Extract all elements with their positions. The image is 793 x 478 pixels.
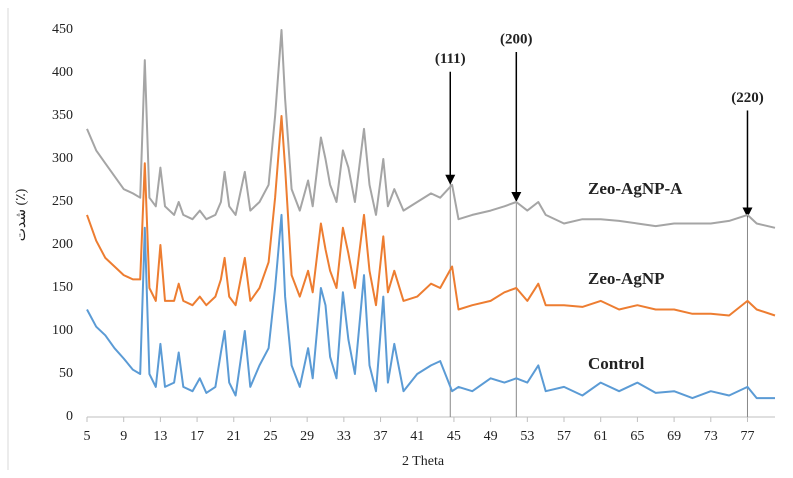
x-tick-label: 53	[520, 429, 534, 444]
annotation-label: (200)	[500, 31, 533, 47]
y-tick-label: 350	[52, 108, 73, 123]
x-tick-label: 9	[120, 429, 127, 444]
x-tick-label: 21	[227, 429, 241, 444]
x-tick-label: 65	[630, 429, 644, 444]
series-line	[86, 115, 776, 317]
series-line	[86, 29, 776, 229]
x-tick-label: 77	[740, 429, 754, 444]
y-tick-label: 250	[52, 194, 73, 209]
x-tick-label: 57	[557, 429, 571, 444]
x-tick-label: 61	[594, 429, 608, 444]
series-line	[86, 213, 775, 400]
x-tick-label: 13	[153, 429, 167, 444]
y-axis-title: شدت (٪)	[14, 188, 29, 241]
x-tick-label: 41	[410, 429, 424, 444]
annotation-label: (220)	[731, 90, 764, 106]
annotation-label: (111)	[435, 51, 466, 67]
x-tick-label: 25	[263, 429, 277, 444]
x-tick-label: 5	[84, 429, 91, 444]
series-label: Zeo-AgNP-A	[588, 179, 683, 198]
y-tick-label: 450	[52, 22, 73, 37]
series-label: Control	[588, 354, 645, 373]
x-tick-label: 17	[190, 429, 204, 444]
y-tick-label: 400	[52, 65, 73, 80]
x-tick-label: 29	[300, 429, 314, 444]
y-tick-label: 50	[59, 366, 73, 381]
y-tick-label: 200	[52, 237, 73, 252]
x-tick-label: 73	[704, 429, 718, 444]
arrow-head	[445, 174, 456, 185]
y-tick-label: 300	[52, 151, 73, 166]
arrow-head	[742, 207, 753, 218]
arrow-head	[511, 192, 522, 202]
y-tick-label: 0	[66, 409, 73, 424]
x-tick-label: 37	[374, 429, 388, 444]
x-axis-title: 2 Theta	[402, 454, 445, 469]
x-tick-label: 33	[337, 429, 351, 444]
y-tick-label: 150	[52, 280, 73, 295]
x-tick-label: 45	[447, 429, 461, 444]
y-tick-label: 100	[52, 323, 73, 338]
series-label: Zeo-AgNP	[588, 269, 664, 288]
x-tick-label: 69	[667, 429, 681, 444]
x-tick-label: 49	[484, 429, 498, 444]
